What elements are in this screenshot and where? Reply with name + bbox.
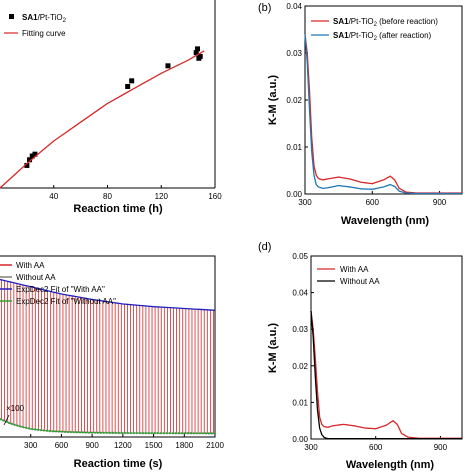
series-line <box>310 310 462 440</box>
legend-entry-c3: ExpDec2 Fit of "With AA" <box>16 285 105 294</box>
legend-entry-b2: SA1/Pt-TiO2 (after reaction) <box>333 31 432 42</box>
panel-b-label: (b) <box>258 2 271 14</box>
x-tick-label: 2100 <box>206 441 224 450</box>
x-tick-label: 300 <box>304 443 318 452</box>
series-line <box>310 310 462 439</box>
y-tick-label: 0.02 <box>292 362 308 371</box>
y-tick-label: 0.01 <box>292 398 308 407</box>
y-tick-label: 0.02 <box>286 96 302 105</box>
y-tick-label: 0.00 <box>286 190 302 199</box>
data-point <box>195 46 201 52</box>
x-tick-label: 900 <box>434 443 448 452</box>
x-tick-label: 900 <box>85 441 99 450</box>
panel-b: 300 600 900 0.00 0.01 0.02 0.03 0.04 (b) SA1/Pt… <box>258 2 463 227</box>
x-tick-label: 600 <box>369 443 383 452</box>
data-point <box>24 162 30 168</box>
x-tick-label: 600 <box>55 441 69 450</box>
panel-a-x-label: Reaction time (h) <box>73 203 163 215</box>
legend-entry-c4: ExpDec2 Fit of "Without AA" <box>16 297 116 306</box>
x-tick-label: 120 <box>155 192 169 201</box>
x-tick-label: 40 <box>49 192 58 201</box>
panel-d-frame <box>310 255 463 440</box>
y-tick-label: 0.03 <box>292 325 308 334</box>
panel-c-x-label: Reaction time (s) <box>74 458 163 470</box>
data-point <box>165 63 171 69</box>
panel-a: 40 80 120 160 SA1/Pt-TiO2 Fitting curve Rea… <box>0 0 222 215</box>
y-tick-label: 0.05 <box>292 252 308 261</box>
y-tick-label: 0.01 <box>286 143 302 152</box>
annotation-text: ×100 <box>6 404 25 413</box>
panel-b-x-label: Wavelength (nm) <box>341 215 430 227</box>
legend-entry-c2: Without AA <box>16 273 56 282</box>
x-tick-label: 1800 <box>175 441 193 450</box>
data-point <box>197 53 203 59</box>
series-line <box>0 50 205 189</box>
panel-b-legend: SA1/Pt-TiO2 (before reaction) SA1/Pt-TiO… <box>311 17 438 42</box>
panel-d-legend: With AA Without AA <box>317 265 380 286</box>
panel-d: 300 600 900 0.00 0.01 0.02 0.03 0.04 0.05 (d) Wi… <box>258 241 463 471</box>
panel-c: 300 600 900 1200 1500 1800 2100 With AA Withou… <box>0 255 224 470</box>
x-tick-label: 80 <box>103 192 112 201</box>
legend-entry-a2: Fitting curve <box>22 29 66 38</box>
panel-d-label: (d) <box>258 241 271 253</box>
annotation-arrow <box>3 414 10 426</box>
data-point <box>32 151 38 157</box>
panel-c-annotation: ×100 <box>3 404 25 426</box>
series-line <box>304 34 462 194</box>
x-tick-label: 600 <box>366 198 380 207</box>
panel-a-legend: SA1/Pt-TiO2 Fitting curve <box>4 13 67 38</box>
panel-c-frame <box>0 255 216 438</box>
y-tick-label: 0.04 <box>286 2 302 11</box>
fit-line-with-aa <box>0 278 216 311</box>
legend-entry-c1: With AA <box>16 261 45 270</box>
x-tick-label: 160 <box>208 192 222 201</box>
fit-line-without-aa <box>0 418 216 434</box>
data-point <box>193 50 199 56</box>
x-tick-label: 1200 <box>114 441 132 450</box>
data-point <box>29 153 35 159</box>
data-point <box>27 157 33 163</box>
data-point <box>125 83 131 89</box>
x-tick-label: 1500 <box>145 441 163 450</box>
x-tick-label: 900 <box>433 198 447 207</box>
legend-entry-b1: SA1/Pt-TiO2 (before reaction) <box>333 17 438 28</box>
series-line <box>304 34 462 195</box>
y-tick-label: 0.03 <box>286 49 302 58</box>
panel-c-legend: With AA Without AA ExpDec2 Fit of "With … <box>0 261 116 306</box>
panel-b-y-label: K-M (a.u.) <box>267 75 279 125</box>
data-point <box>129 78 135 84</box>
x-tick-label: 300 <box>298 198 312 207</box>
y-tick-label: 0.00 <box>292 435 308 444</box>
legend-entry-d1: With AA <box>340 265 369 274</box>
legend-square-marker <box>9 14 14 19</box>
y-tick-label: 0.04 <box>292 289 308 298</box>
x-tick-label: 300 <box>24 441 38 450</box>
panel-d-y-label: K-M (a.u.) <box>267 323 279 373</box>
legend-entry-d2: Without AA <box>340 277 380 286</box>
legend-entry-a1: SA1/Pt-TiO2 <box>22 13 67 24</box>
panel-d-x-label: Wavelength (nm) <box>346 459 435 471</box>
